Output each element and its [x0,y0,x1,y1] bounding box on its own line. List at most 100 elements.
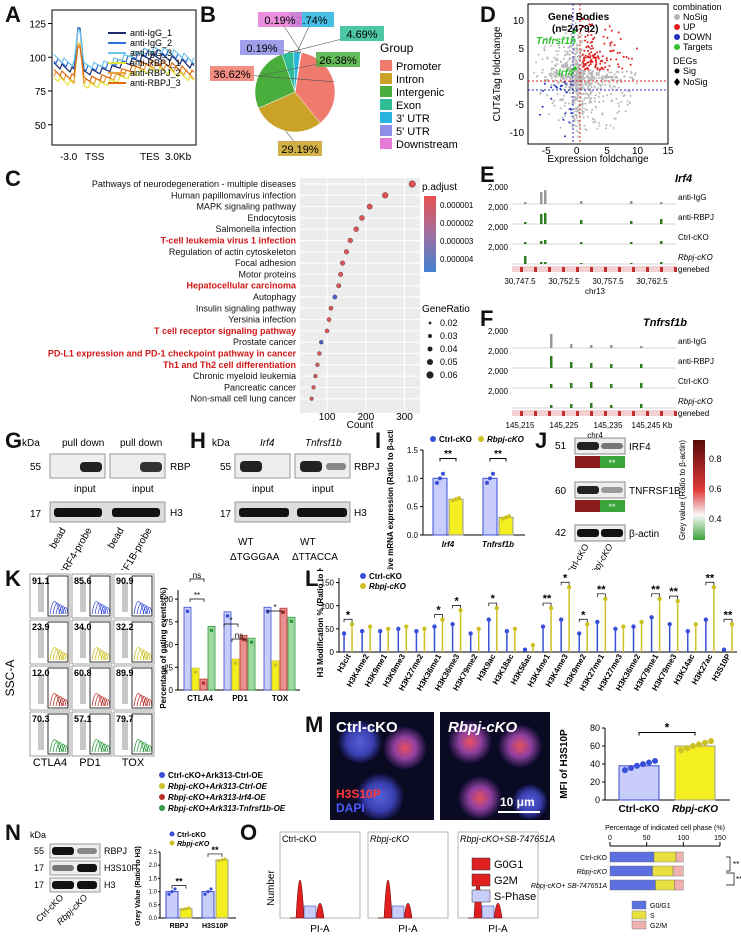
panel-d-point [546,80,549,82]
panel-d-point [589,91,592,94]
panel-c-dotplot: Pathways of neurodegeneration - multiple… [48,178,474,431]
panel-d-point [616,76,619,79]
panel-d-point [598,101,601,104]
panel-j-lane: Rbpj-cKO [587,542,615,570]
panel-d-point [576,125,579,128]
panel-d-point [629,63,632,66]
panel-d-point [605,124,608,127]
panel-d-point [584,102,587,105]
panel-c-size-marker [426,371,434,379]
panel-l-sig: * [346,609,351,621]
panel-d-point [558,72,561,75]
panel-o-sig-bracket [726,872,735,886]
panel-a-legend-label: anti-RBPJ_3 [130,78,181,88]
panel-d-point [584,77,587,80]
panel-d-point [588,23,591,26]
panel-n-ytick: 2.0 [149,863,158,869]
panel-d-point [570,22,573,25]
panel-d-point [553,31,556,34]
panel-b-legend-swatch [380,86,392,97]
panel-k-legend-label: Rbpj-cKO+Ark313-Ctrl-OE [168,782,268,791]
panel-c-dot [347,237,353,244]
panel-o-bar-tick: 50 [643,835,651,842]
panel-d-point [568,56,571,59]
panel-k-bar [231,658,240,691]
panel-c-dot [366,203,373,210]
panel-d-point [541,68,544,71]
panel-d-point [550,77,553,80]
panel-d-point [587,72,590,75]
panel-j-colorbar-tick: 0.8 [709,454,722,464]
panel-d-point [577,131,580,133]
panel-l-point-rbpj [711,585,717,590]
panel-e-track-label: anti-RBPJ [678,213,714,222]
panel-n-point [206,890,210,894]
panel-c-size-marker [428,321,432,325]
panel-o-xlabel: PI-A [488,924,508,935]
panel-b-label-box [340,26,384,41]
panel-d-point [561,99,564,102]
panel-c-dot [343,249,349,255]
panel-l-point-rbpj [603,596,608,602]
panel-d-degs-label: NoSig [683,77,708,87]
panel-d-point [575,92,578,95]
panel-j-label: TNFRSF1B [629,486,681,497]
panel-d-point [570,112,573,115]
panel-d-point [549,74,552,77]
panel-n-bar-ctrl [201,891,215,919]
panel-a-xtick: 3.0Kb [165,152,192,163]
panel-d-point [573,70,575,73]
panel-d-point [606,59,609,62]
panel-d-point [557,49,560,52]
panel-n-plot: 0.0 0.5 1.0 1.5 2.0 2.5 ** RBPJ ** H3S10P [149,845,236,930]
panel-d-legend-marker [674,24,680,30]
panel-e-peak [580,263,583,264]
panel-m-point [708,738,714,745]
panel-k-flow-contour [49,601,61,615]
panel-b-slice-label: 0.19% [246,43,277,55]
panel-d-point [598,121,601,124]
panel-n-ytick: 0.0 [149,916,158,922]
panel-l-sig-bracket [578,618,588,623]
panel-n-point [203,892,207,896]
panel-a-ytick: 100 [29,53,46,64]
panel-i-bar-chart: Ctrl-cKO Rbpj-cKO Relative mRNA expressi… [386,430,525,570]
panel-n-legend: Rbpj-cKO [177,841,210,848]
panel-d-point [580,83,583,85]
panel-m-ytick: 0 [595,795,600,805]
panel-o-bar-legend-label: S [650,913,655,920]
panel-g-kda: kDa [22,438,40,449]
panel-d-legend: combinationNoSigUPDOWNTargetsDEGsSigNoSi… [673,2,722,87]
panel-d-point [553,71,556,74]
panel-d-point [546,94,549,97]
panel-d-point [603,42,606,45]
panel-d-point [581,102,584,105]
panel-d-point [604,28,607,31]
panel-d-point [573,57,576,60]
panel-f-track-area: 2,000 anti-IgG 2,000 anti-RBPJ 2,000 Ctrl-cKO… [488,327,714,440]
panel-k-flow-value: 89.9 [116,668,134,678]
panel-l-point-ctrl [649,615,654,620]
panel-d-point [598,92,601,94]
panel-d-point [580,34,583,37]
panel-k-flow-value: 85.6 [74,576,92,586]
panel-o-phase-label: G0G1 [494,859,523,871]
panel-d-point [595,63,598,66]
panel-n-point [184,907,188,911]
panel-k-flow-neg [38,674,44,704]
panel-d-point [596,87,599,90]
panel-a-legend-label: anti-IgG_2 [130,38,172,48]
panel-d-point [564,115,566,117]
panel-k-xlabel: TOX [122,757,145,769]
panel-h-band [300,461,322,472]
panel-d-point [550,97,553,100]
panel-d-point [590,101,593,104]
panel-d-gene-label: Tnfrsf1b [536,36,576,47]
panel-k-bar-point [241,637,246,642]
panel-l-point-rbpj [621,624,626,629]
panel-e-peak [544,190,547,204]
panel-d-point [564,54,566,57]
panel-d-point [573,114,576,117]
panel-d-degs-label: Sig [683,66,696,76]
panel-d-point [563,81,566,84]
